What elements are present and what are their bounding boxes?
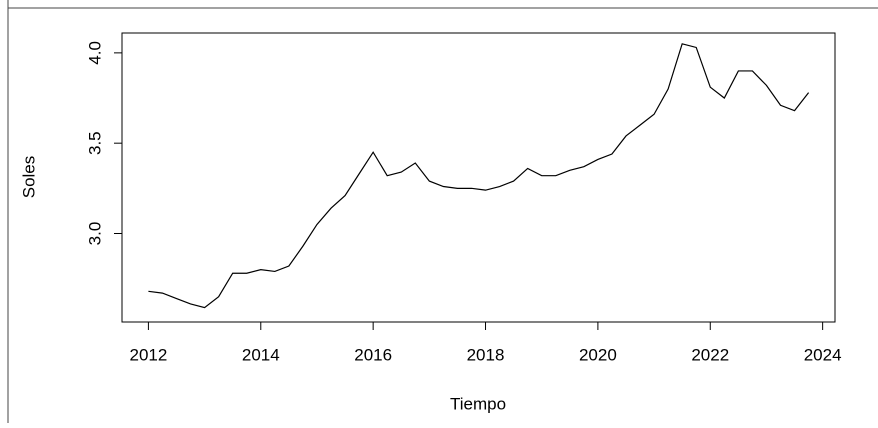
- x-tick-label: 2022: [691, 345, 729, 364]
- x-axis-title: Tiempo: [450, 394, 506, 413]
- series-line: [148, 43, 810, 309]
- x-tick-label: 2018: [467, 345, 505, 364]
- y-tick-label: 4.0: [85, 41, 104, 65]
- x-tick-label: 2014: [242, 345, 280, 364]
- y-tick-label: 3.5: [85, 131, 104, 155]
- x-tick-label: 2016: [354, 345, 392, 364]
- x-tick-label: 2012: [129, 345, 167, 364]
- y-tick-label: 3.0: [85, 222, 104, 246]
- x-tick-label: 2020: [579, 345, 617, 364]
- x-tick-label: 2024: [804, 345, 842, 364]
- y-axis-title: Soles: [19, 156, 38, 199]
